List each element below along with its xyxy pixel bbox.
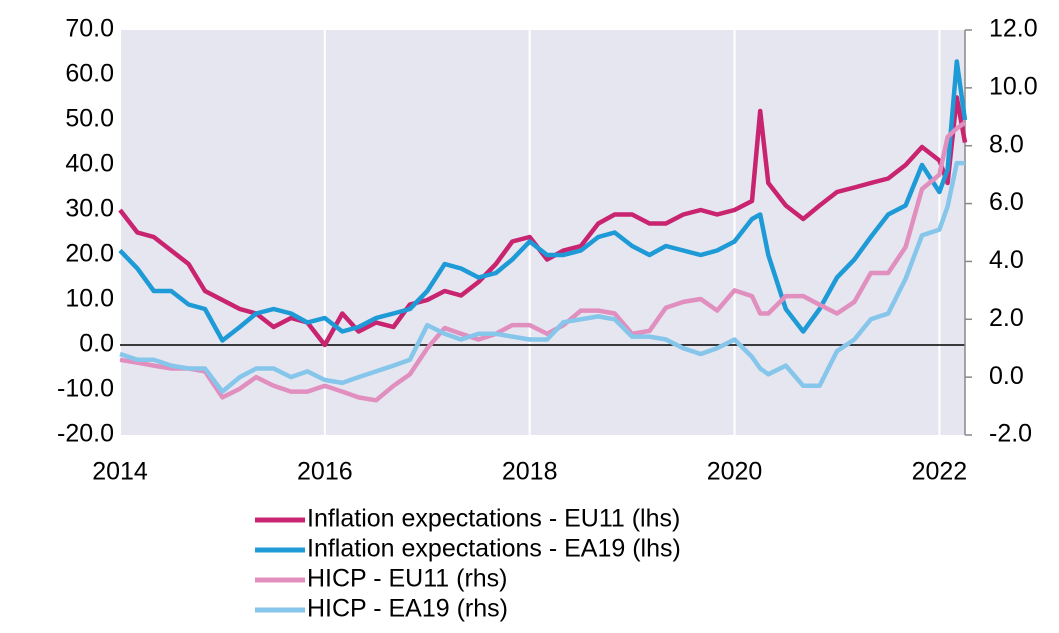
y2-tick-label: 2.0 <box>989 304 1024 332</box>
y2-tick-label: 6.0 <box>989 188 1024 216</box>
legend-label: HICP - EU11 (rhs) <box>307 565 508 593</box>
y-tick-label: 50.0 <box>65 105 114 133</box>
x-tick-label: 2014 <box>92 458 148 486</box>
y2-tick-label: -2.0 <box>989 420 1032 448</box>
x-tick-label: 2018 <box>502 458 558 486</box>
y-tick-label: 0.0 <box>79 330 114 358</box>
x-tick-label: 2020 <box>707 458 763 486</box>
y2-tick-label: 0.0 <box>989 362 1024 390</box>
y-tick-label: -20.0 <box>57 420 114 448</box>
y2-tick-label: 8.0 <box>989 130 1024 158</box>
y-tick-label: 60.0 <box>65 60 114 88</box>
y-tick-label: 20.0 <box>65 240 114 268</box>
y-tick-label: 10.0 <box>65 285 114 313</box>
y2-tick-label: 10.0 <box>989 72 1038 100</box>
legend-label: HICP - EA19 (rhs) <box>307 595 508 623</box>
legend-label: Inflation expectations - EA19 (lhs) <box>307 535 681 563</box>
series-line <box>118 95 968 348</box>
y2-tick-label: 4.0 <box>989 246 1024 274</box>
series-line <box>119 160 965 394</box>
y-tick-label: 40.0 <box>65 150 114 178</box>
y-tick-label: -10.0 <box>57 375 114 403</box>
y-tick-label: 70.0 <box>65 15 114 43</box>
x-tick-label: 2022 <box>912 458 968 486</box>
legend-label: Inflation expectations - EU11 (lhs) <box>307 505 680 533</box>
y-tick-label: 30.0 <box>65 195 114 223</box>
series-line <box>118 59 968 343</box>
y2-tick-label: 12.0 <box>989 15 1038 43</box>
x-tick-label: 2016 <box>297 458 353 486</box>
